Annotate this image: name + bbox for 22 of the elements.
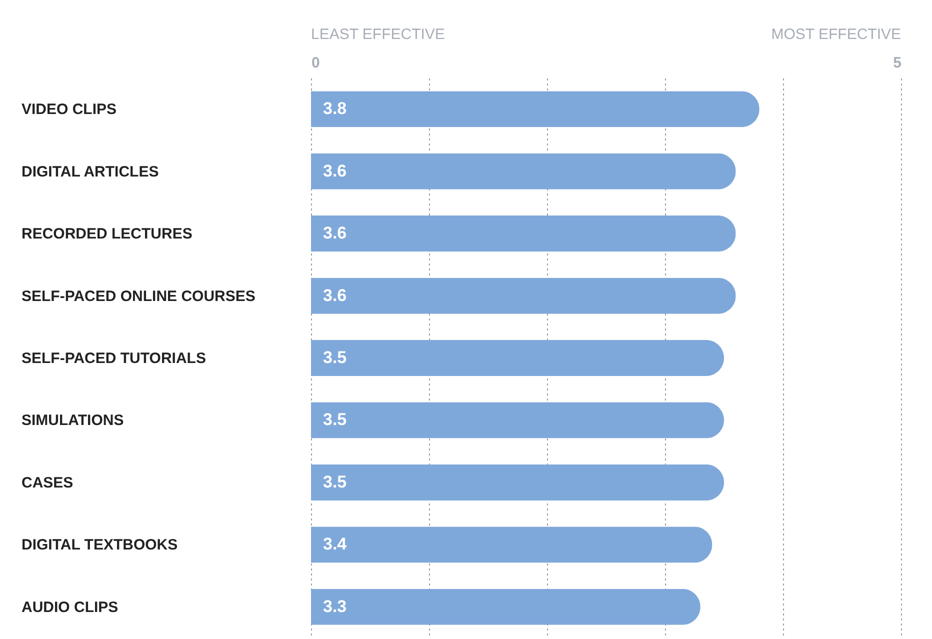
data-label: 3.5 xyxy=(323,410,347,430)
y-tick-label: DIGITAL ARTICLES xyxy=(22,163,159,180)
x-tick-label: 5 xyxy=(893,54,902,72)
y-tick-label: SELF-PACED TUTORIALS xyxy=(22,350,206,367)
data-label: 3.5 xyxy=(323,348,347,367)
text: LEAST EFFECTIVE xyxy=(311,26,445,43)
y-tick-label: DIGITAL TEXTBOOKS xyxy=(22,536,178,554)
y-tick-label: AUDIO CLIPS xyxy=(22,598,118,616)
y-tick-label: CASES xyxy=(22,474,74,492)
data-label: 3.6 xyxy=(323,224,347,243)
data-label: 3.8 xyxy=(323,99,347,118)
y-tick-label: VIDEO CLIPS xyxy=(22,101,117,118)
y-tick-label: RECORDED LECTURES xyxy=(22,226,192,243)
y-tick-label: SELF-PACED ONLINE COURSES xyxy=(22,288,256,305)
y-tick-label: SIMULATIONS xyxy=(22,412,124,430)
data-label: 3.5 xyxy=(323,472,347,492)
x-tick-label: 0 xyxy=(312,54,320,72)
data-label: 3.6 xyxy=(323,286,347,305)
data-label: 3.6 xyxy=(323,161,347,180)
data-label: 3.4 xyxy=(323,534,348,554)
data-label: 3.3 xyxy=(323,596,347,616)
text: MOST EFFECTIVE xyxy=(771,26,901,43)
